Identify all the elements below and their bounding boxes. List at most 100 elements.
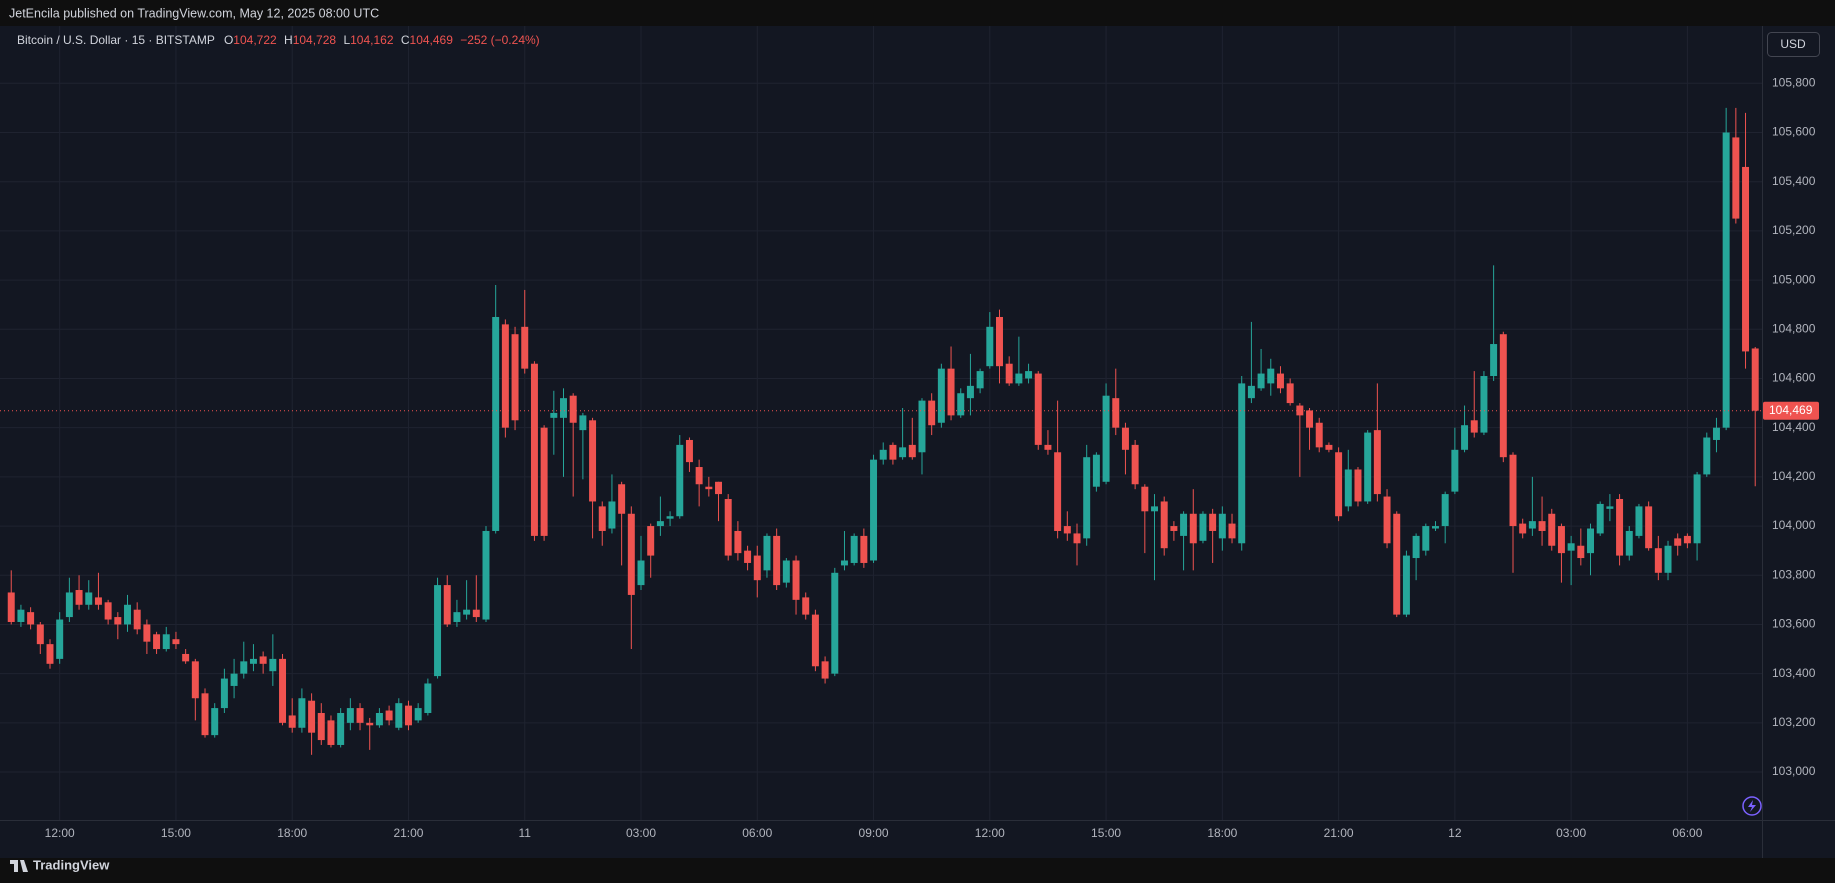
candle-body bbox=[1238, 383, 1246, 544]
candle-body bbox=[1441, 494, 1449, 527]
candle-body bbox=[831, 572, 839, 674]
candle-body bbox=[1674, 538, 1682, 546]
candle-body bbox=[966, 385, 974, 399]
candle-body bbox=[1432, 526, 1439, 529]
y-tick-label: 103,200 bbox=[1772, 715, 1816, 729]
candle-body bbox=[317, 713, 325, 741]
candle-body bbox=[240, 661, 248, 674]
candle-body bbox=[104, 602, 112, 620]
candle-body bbox=[1461, 425, 1469, 450]
candle-body bbox=[1490, 344, 1498, 377]
candle-body bbox=[327, 720, 335, 745]
candle-body bbox=[288, 715, 296, 728]
candle-body bbox=[782, 560, 790, 583]
candle-body bbox=[7, 592, 15, 622]
y-tick-label: 103,600 bbox=[1772, 617, 1816, 631]
candle-body bbox=[385, 710, 393, 721]
candle-body bbox=[957, 393, 965, 416]
candle-body bbox=[1112, 398, 1120, 428]
lightning-icon[interactable] bbox=[1742, 796, 1762, 816]
candle-body bbox=[65, 592, 73, 618]
candle-body bbox=[162, 634, 170, 650]
x-tick-label: 06:00 bbox=[1672, 826, 1702, 840]
candle-body bbox=[996, 316, 1003, 367]
candle-body bbox=[685, 439, 693, 463]
candle-body bbox=[676, 444, 684, 517]
x-tick-label: 15:00 bbox=[161, 826, 191, 840]
candle-body bbox=[744, 550, 752, 563]
y-tick-label: 105,000 bbox=[1772, 272, 1816, 286]
candle-body bbox=[472, 609, 480, 618]
candle-body bbox=[1141, 486, 1149, 512]
open-label: O bbox=[224, 33, 233, 47]
high-value: 104,728 bbox=[293, 33, 337, 47]
candle-body bbox=[75, 590, 83, 605]
candle-body bbox=[850, 535, 858, 563]
candle-body bbox=[1121, 427, 1129, 450]
y-tick-label: 104,000 bbox=[1772, 518, 1816, 532]
candle-body bbox=[1480, 376, 1488, 433]
change-value: −252 (−0.24%) bbox=[460, 33, 539, 47]
candle-body bbox=[530, 363, 538, 536]
candle-body bbox=[424, 683, 432, 714]
candle-body bbox=[17, 609, 25, 622]
candle-body bbox=[1354, 469, 1362, 502]
candle-body bbox=[56, 619, 64, 659]
candle-body bbox=[153, 634, 161, 650]
candle-body bbox=[908, 444, 916, 458]
candle-body bbox=[1102, 395, 1110, 482]
candle-body bbox=[1499, 334, 1507, 458]
candle-body bbox=[366, 722, 374, 726]
candle-body bbox=[724, 499, 732, 556]
candle-body bbox=[114, 617, 122, 625]
candle-body bbox=[1742, 166, 1750, 352]
x-tick-label: 21:00 bbox=[1324, 826, 1354, 840]
candle-body bbox=[753, 555, 761, 581]
candle-body bbox=[356, 708, 364, 723]
candle-body bbox=[85, 592, 93, 605]
candle-body bbox=[1703, 437, 1711, 475]
candle-body bbox=[1683, 535, 1691, 544]
candle-body bbox=[627, 513, 635, 595]
candle-body bbox=[1712, 427, 1720, 440]
candle-body bbox=[1015, 373, 1023, 384]
candle-body bbox=[1567, 543, 1575, 551]
candle-body bbox=[1519, 523, 1527, 534]
candle-body bbox=[511, 334, 519, 421]
y-tick-label: 103,000 bbox=[1772, 764, 1816, 778]
candle-body bbox=[36, 624, 44, 645]
candle-body bbox=[1247, 385, 1255, 399]
candle-body bbox=[928, 400, 936, 426]
candle-body bbox=[1257, 373, 1265, 389]
y-tick-label: 104,200 bbox=[1772, 469, 1816, 483]
candle-body bbox=[569, 395, 577, 423]
candle-body bbox=[860, 535, 868, 563]
candle-body bbox=[540, 427, 548, 536]
candle-body bbox=[521, 326, 529, 369]
candle-body bbox=[404, 705, 412, 726]
candle-body bbox=[1180, 513, 1188, 536]
candle-body bbox=[773, 535, 781, 586]
high-label: H bbox=[284, 33, 293, 47]
candle-body bbox=[1422, 526, 1430, 551]
candle-body bbox=[937, 368, 945, 423]
candle-body bbox=[589, 420, 597, 502]
candle-body bbox=[230, 673, 238, 686]
open-value: 104,722 bbox=[233, 33, 277, 47]
currency-label[interactable]: USD bbox=[1780, 37, 1806, 51]
candle-body bbox=[1267, 368, 1275, 384]
candle-body bbox=[414, 708, 422, 721]
candle-body bbox=[821, 661, 829, 679]
candle-body bbox=[918, 400, 926, 453]
candle-body bbox=[143, 624, 151, 642]
candle-body bbox=[840, 560, 848, 566]
currency-button[interactable] bbox=[1767, 32, 1820, 57]
icon-bolt bbox=[1748, 800, 1756, 812]
candle-body bbox=[27, 612, 35, 625]
candle-body bbox=[395, 703, 403, 728]
candle-body bbox=[879, 449, 887, 460]
candle-body bbox=[1325, 444, 1333, 450]
candle-body bbox=[1092, 454, 1100, 487]
candle-body bbox=[201, 693, 209, 736]
